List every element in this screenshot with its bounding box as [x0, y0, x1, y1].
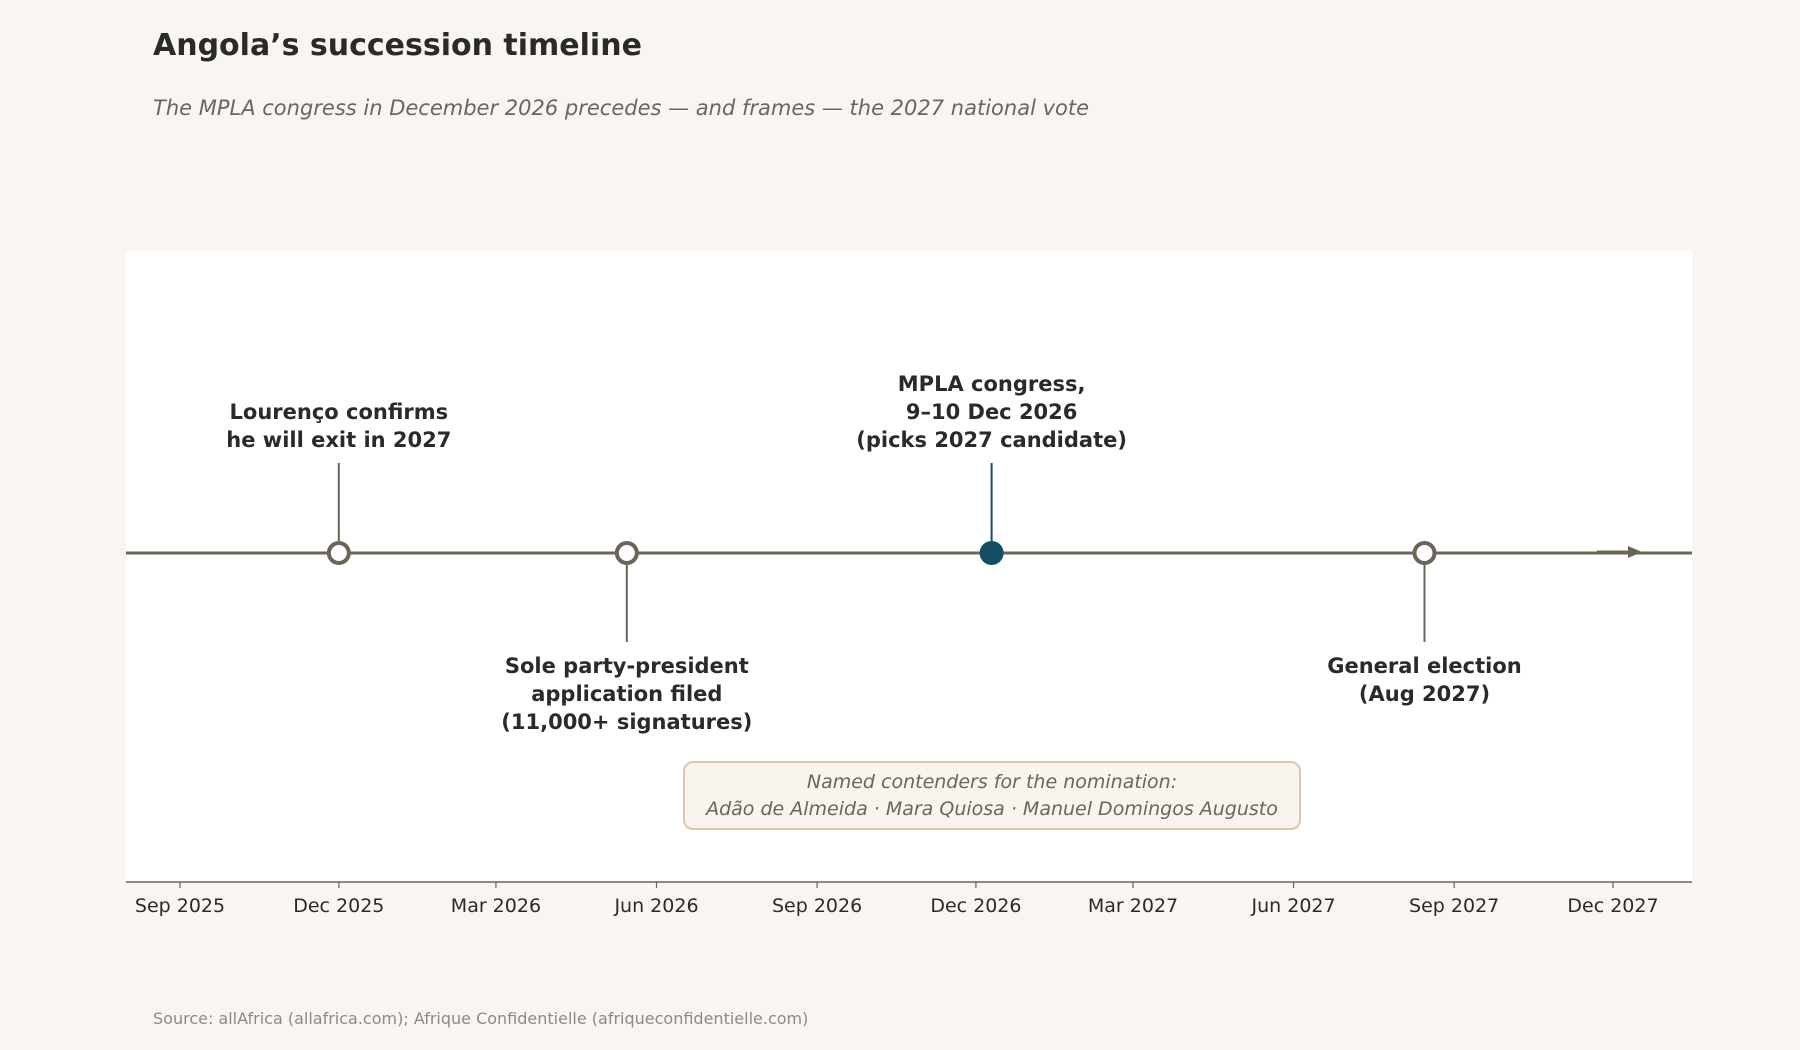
event-marker: [979, 541, 1004, 565]
event-marker: [326, 541, 351, 565]
x-tick-label: Mar 2027: [1088, 895, 1178, 917]
event-marker: [1412, 541, 1437, 565]
event-label: Lourenço confirms: [230, 400, 449, 424]
event-label: (Aug 2027): [1359, 682, 1490, 706]
x-tick-label: Dec 2027: [1567, 895, 1658, 917]
event-label: (11,000+ signatures): [501, 710, 752, 734]
x-tick-label: Dec 2025: [293, 895, 384, 917]
event-label: MPLA congress,: [898, 372, 1086, 396]
event-label: 9–10 Dec 2026: [906, 400, 1078, 424]
event-marker: [614, 541, 639, 565]
x-tick-label: Jun 2026: [613, 895, 698, 917]
chart-subtitle: The MPLA congress in December 2026 prece…: [153, 96, 1090, 120]
timeline-arrow-head: [1628, 546, 1642, 558]
event-label: he will exit in 2027: [226, 428, 451, 452]
x-tick-label: Dec 2026: [930, 895, 1021, 917]
callout-text: Named contenders for the nomination:: [807, 771, 1177, 793]
callout-text: Adão de Almeida · Mara Quiosa · Manuel D…: [704, 798, 1278, 820]
x-tick-label: Sep 2026: [772, 895, 862, 917]
x-tick-label: Jun 2027: [1251, 895, 1336, 917]
x-tick-label: Mar 2026: [451, 895, 541, 917]
x-tick-label: Sep 2025: [135, 895, 225, 917]
event-label: (picks 2027 candidate): [856, 428, 1127, 452]
event-label: application filed: [531, 682, 722, 706]
event-label: Sole party-president: [505, 654, 749, 678]
contenders-callout: [683, 761, 1301, 830]
chart-title: Angola’s succession timeline: [153, 28, 642, 63]
x-tick-label: Sep 2027: [1409, 895, 1499, 917]
source-note: Source: allAfrica (allafrica.com); Afriq…: [153, 1009, 809, 1028]
event-label: General election: [1327, 654, 1521, 678]
